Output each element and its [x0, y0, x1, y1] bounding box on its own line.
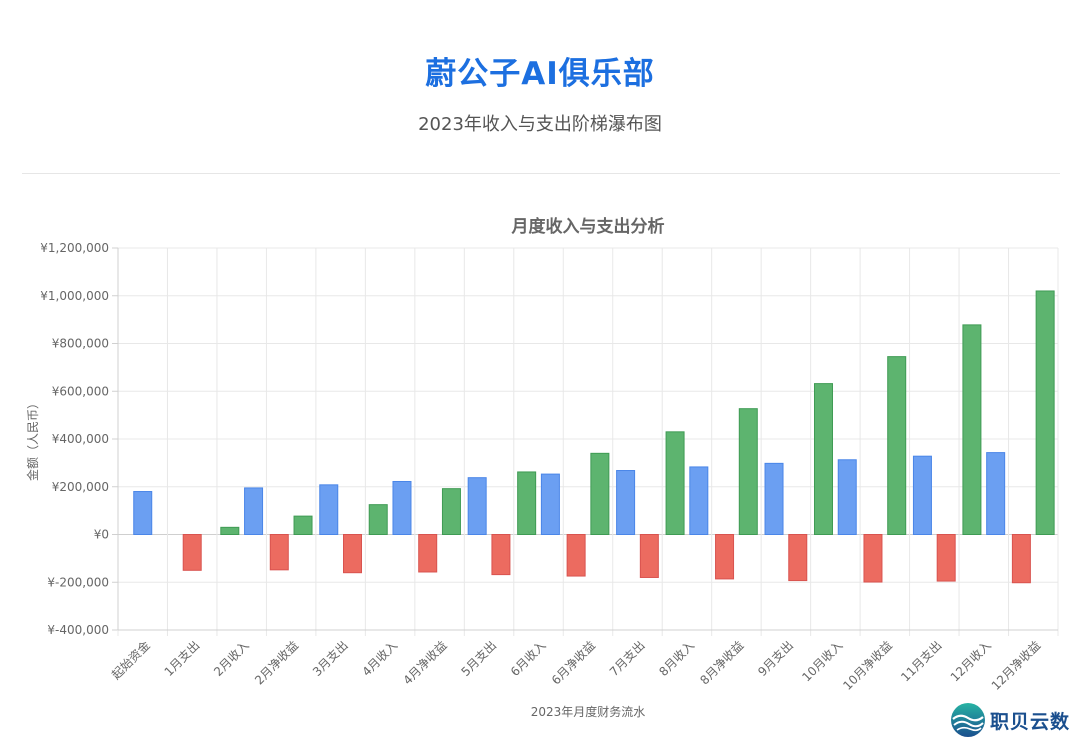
y-axis-title: 金额（人民币）	[25, 397, 40, 481]
y-tick-label: ¥1,200,000	[40, 241, 109, 255]
x-tick-label: 8月净收益	[697, 638, 746, 687]
y-tick-label: ¥1,000,000	[40, 289, 109, 303]
brand-name: 职贝云数	[990, 710, 1071, 733]
income-bar	[986, 452, 1006, 536]
expense-bar	[1011, 534, 1031, 584]
income-bar	[319, 484, 339, 535]
x-tick-label: 起始资金	[108, 638, 153, 683]
expense-bar	[566, 534, 586, 577]
x-tick-label: 12月净收益	[989, 638, 1044, 693]
net-bar	[220, 526, 240, 536]
income-bar	[764, 462, 784, 536]
net-bar	[962, 324, 982, 535]
expense-bar	[269, 534, 289, 571]
x-tick-label: 10月收入	[799, 638, 845, 684]
y-tick-label: ¥-200,000	[47, 575, 109, 589]
x-tick-label: 8月收入	[656, 638, 697, 679]
x-tick-label: 4月收入	[359, 638, 400, 679]
income-bar	[467, 477, 487, 535]
x-tick-label: 6月收入	[508, 638, 549, 679]
x-tick-label: 3月支出	[310, 638, 351, 679]
net-bar	[590, 452, 610, 536]
expense-bar	[343, 534, 363, 574]
net-bar	[1035, 290, 1055, 535]
expense-bar	[418, 534, 438, 573]
y-tick-label: ¥0	[94, 528, 109, 542]
y-tick-label: ¥400,000	[52, 432, 109, 446]
x-tick-label: 9月支出	[755, 638, 796, 679]
x-tick-label: 11月支出	[898, 638, 944, 684]
page-header: 蔚公子AI俱乐部 2023年收入与支出阶梯瀑布图	[0, 0, 1080, 174]
expense-bar	[491, 534, 511, 576]
x-tick-label: 4月净收益	[400, 638, 449, 687]
expense-bar	[788, 534, 808, 582]
x-tick-label: 6月净收益	[549, 638, 598, 687]
expense-bar	[639, 534, 659, 578]
page-title: 蔚公子AI俱乐部	[425, 56, 655, 92]
x-tick-label: 7月支出	[607, 638, 648, 679]
expense-bar	[863, 534, 883, 583]
income-bar	[392, 480, 412, 535]
net-bar	[887, 356, 907, 535]
expense-bar	[936, 534, 956, 582]
chart-title: 月度收入与支出分析	[511, 216, 665, 237]
expense-bar	[182, 534, 202, 571]
brand-watermark: 职贝云数	[950, 700, 1070, 740]
income-bar	[244, 487, 264, 536]
wave-globe-logo-icon	[951, 703, 985, 737]
income-bar	[912, 455, 932, 535]
x-tick-label: 2月收入	[211, 638, 252, 679]
net-bar	[665, 431, 685, 535]
net-bar	[368, 504, 388, 535]
net-bar	[738, 408, 758, 535]
income-bar	[540, 473, 560, 536]
y-tick-label: ¥800,000	[52, 337, 109, 351]
page-subtitle: 2023年收入与支出阶梯瀑布图	[418, 114, 662, 135]
x-tick-label: 12月收入	[948, 638, 994, 684]
y-tick-label: ¥600,000	[52, 384, 109, 398]
income-bar	[689, 466, 709, 535]
x-tick-label: 5月支出	[458, 638, 499, 679]
net-bar	[517, 471, 537, 536]
net-bar	[441, 488, 461, 536]
expense-bar	[715, 534, 735, 580]
income-bar	[133, 491, 153, 535]
income-bar	[837, 459, 857, 535]
x-tick-label: 1月支出	[162, 638, 203, 679]
x-tick-label: 2月净收益	[252, 638, 301, 687]
x-tick-label: 10月净收益	[840, 638, 895, 693]
y-tick-label: ¥-400,000	[47, 623, 109, 637]
x-axis-title: 2023年月度财务流水	[531, 704, 646, 719]
header-divider	[22, 173, 1060, 174]
net-bar	[813, 383, 833, 535]
net-bar	[293, 515, 313, 536]
income-bar	[616, 470, 636, 536]
y-tick-label: ¥200,000	[52, 480, 109, 494]
